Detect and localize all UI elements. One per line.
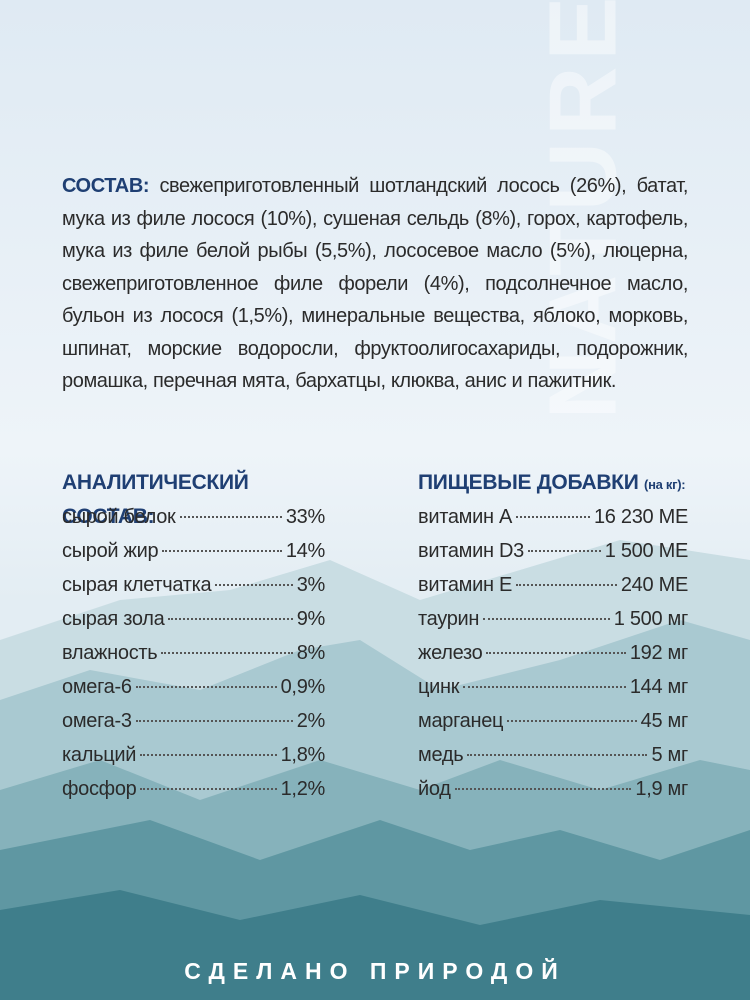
leader-dots xyxy=(215,584,293,586)
row-value: 192 мг xyxy=(629,642,688,664)
row-value: 1,9 мг xyxy=(635,778,688,800)
row-name: железо xyxy=(418,642,483,664)
table-row: сырая клетчатка 3% xyxy=(62,574,325,608)
leader-dots xyxy=(140,754,277,756)
table-row: витамин А 16 230 МЕ xyxy=(418,506,688,540)
row-name: медь xyxy=(418,744,464,766)
row-value: 144 мг xyxy=(629,676,688,698)
table-row: фосфор 1,2% xyxy=(62,778,325,812)
table-row: сырой жир 14% xyxy=(62,540,325,574)
row-name: омега-6 xyxy=(62,676,132,698)
row-name: сырой жир xyxy=(62,540,159,562)
row-name: таурин xyxy=(418,608,480,630)
composition: СОСТАВ: свежеприготовленный шотландский … xyxy=(62,170,688,398)
leader-dots xyxy=(516,516,590,518)
table-row: сырая зола 9% xyxy=(62,608,325,642)
row-value: 1,2% xyxy=(280,778,326,800)
row-value: 1 500 мг xyxy=(613,608,689,630)
leader-dots xyxy=(454,788,632,790)
footer: СДЕЛАНО ПРИРОДОЙ xyxy=(184,958,566,984)
leader-dots xyxy=(162,550,282,552)
leader-dots xyxy=(507,720,637,722)
row-value: 240 МЕ xyxy=(620,574,688,596)
row-name: марганец xyxy=(418,710,504,732)
leader-dots xyxy=(161,652,293,654)
row-value: 2% xyxy=(296,710,326,732)
row-value: 3% xyxy=(296,574,326,596)
leader-dots xyxy=(140,788,277,790)
table-row: йод 1,9 мг xyxy=(418,778,688,812)
row-value: 8% xyxy=(296,642,326,664)
table-row: железо 192 мг xyxy=(418,642,688,676)
row-name: витамин Е xyxy=(418,574,513,596)
leader-dots xyxy=(179,516,282,518)
leader-dots xyxy=(516,584,617,586)
row-name: сырая клетчатка xyxy=(62,574,212,596)
row-name: влажность xyxy=(62,642,158,664)
composition-label: СОСТАВ: xyxy=(62,175,150,197)
table-row: сырой белок 33% xyxy=(62,506,325,540)
row-value: 45 мг xyxy=(640,710,689,732)
analysis-title: АНАЛИТИЧЕСКИЙ СОСТАВ: xyxy=(62,471,249,528)
leader-dots xyxy=(486,652,626,654)
row-value: 1,8% xyxy=(280,744,326,766)
table-row: кальций 1,8% xyxy=(62,744,325,778)
row-name: витамин А xyxy=(418,506,513,528)
row-value: 14% xyxy=(285,540,325,562)
additives-title: ПИЩЕВЫЕ ДОБАВКИ (на кг): xyxy=(418,466,688,500)
additives: ПИЩЕВЫЕ ДОБАВКИ (на кг): витамин А 16 230… xyxy=(418,466,688,812)
row-name: сырая зола xyxy=(62,608,165,630)
leader-dots xyxy=(168,618,293,620)
table-row: витамин D3 1 500 МЕ xyxy=(418,540,688,574)
additives-note: (на кг): xyxy=(644,477,686,492)
leader-dots xyxy=(463,686,626,688)
row-name: цинк xyxy=(418,676,460,698)
row-name: кальций xyxy=(62,744,137,766)
row-name: йод xyxy=(418,778,451,800)
row-name: витамин D3 xyxy=(418,540,524,562)
row-value: 9% xyxy=(296,608,326,630)
table-row: влажность 8% xyxy=(62,642,325,676)
leader-dots xyxy=(483,618,610,620)
row-name: фосфор xyxy=(62,778,137,800)
row-value: 33% xyxy=(285,506,325,528)
row-value: 1 500 МЕ xyxy=(604,540,689,562)
additives-title-text: ПИЩЕВЫЕ ДОБАВКИ xyxy=(418,471,639,494)
table-row: медь 5 мг xyxy=(418,744,688,778)
table-row: цинк 144 мг xyxy=(418,676,688,710)
table-row: омега-3 2% xyxy=(62,710,325,744)
row-value: 5 мг xyxy=(651,744,688,766)
composition-text: свежеприготовленный шотландский лосось (… xyxy=(62,175,688,392)
table-row: таурин 1 500 мг xyxy=(418,608,688,642)
leader-dots xyxy=(527,550,601,552)
leader-dots xyxy=(467,754,648,756)
leader-dots xyxy=(135,720,293,722)
row-name: омега-3 xyxy=(62,710,132,732)
table-row: марганец 45 мг xyxy=(418,710,688,744)
row-name: сырой белок xyxy=(62,506,176,528)
row-value: 16 230 МЕ xyxy=(593,506,688,528)
row-value: 0,9% xyxy=(280,676,326,698)
table-row: омега-6 0,9% xyxy=(62,676,325,710)
table-row: витамин Е 240 МЕ xyxy=(418,574,688,608)
leader-dots xyxy=(135,686,277,688)
analysis: АНАЛИТИЧЕСКИЙ СОСТАВ: сырой белок 33% сыро… xyxy=(62,466,325,812)
